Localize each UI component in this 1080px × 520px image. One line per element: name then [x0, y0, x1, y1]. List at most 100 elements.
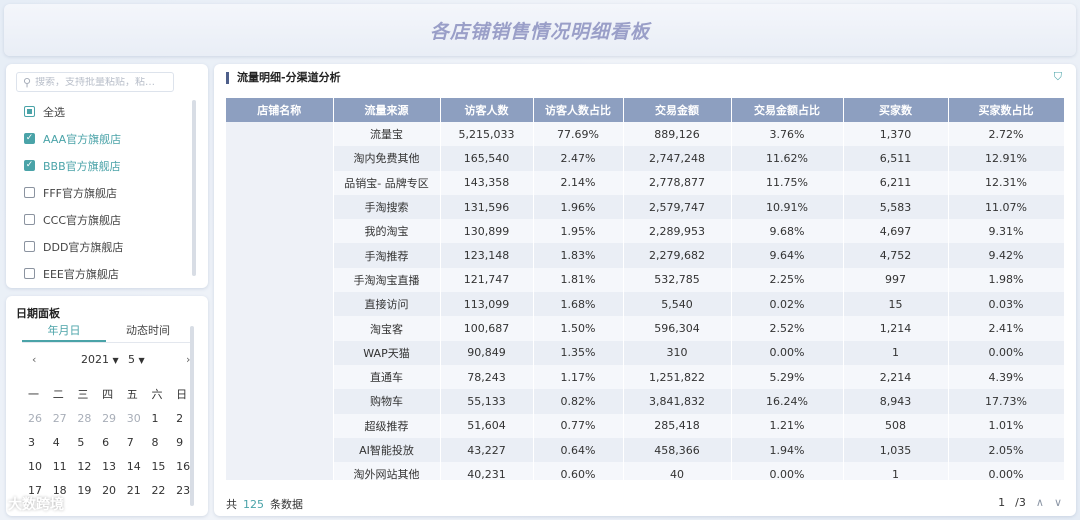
store-option[interactable]: DDD官方旗舰店 — [24, 233, 123, 260]
watermark-logo: 大数跨境 — [8, 497, 64, 513]
column-header[interactable]: 访客人数占比 — [533, 98, 624, 122]
table-row[interactable]: 手淘搜索 131,596 1.96% 2,579,747 10.91% 5,583 11.0… — [226, 194, 1064, 220]
page-up-button[interactable]: ∧ — [1035, 496, 1044, 509]
calendar-day[interactable]: 26 — [28, 411, 42, 425]
store-option[interactable]: EEE官方旗舰店 — [24, 260, 123, 287]
table-cell: 1.98% — [948, 267, 1064, 293]
table-cell: 9.31% — [948, 219, 1064, 244]
calendar-day[interactable]: 28 — [77, 411, 92, 425]
next-month-button[interactable]: › — [186, 353, 191, 366]
calendar-day[interactable]: 22 — [151, 483, 166, 497]
checkbox[interactable]: ✓ — [24, 133, 35, 144]
calendar-day[interactable]: 20 — [102, 483, 117, 497]
table-row[interactable]: 直接访问 113,099 1.68% 5,540 0.02% 15 0.03% — [226, 292, 1064, 317]
calendar-day[interactable]: 17 — [28, 483, 42, 497]
column-header[interactable]: 交易金额 — [623, 98, 732, 122]
calendar-day[interactable]: 12 — [77, 459, 92, 473]
table-row[interactable]: 流量宝 5,215,033 77.69% 889,126 3.76% 1,370 2.72% — [226, 122, 1064, 147]
store-search-input[interactable] — [35, 76, 164, 88]
calendar-day[interactable]: 29 — [102, 411, 117, 425]
table-cell: 1 — [843, 340, 949, 365]
table-row[interactable]: 品销宝- 品牌专区 143,358 2.14% 2,778,877 11.75% 6,21… — [226, 170, 1064, 195]
select-all-option[interactable]: 全选 — [24, 98, 123, 125]
calendar-day[interactable]: 3 — [28, 435, 35, 449]
calendar-grid: 一二三四五六日 26 27 28 29 30 1 2 3 4 5 6 7 8 9 10 11 12 13 14 15 16… — [28, 382, 201, 502]
table-cell: 997 — [843, 267, 949, 293]
page-down-button[interactable]: ∨ — [1053, 496, 1062, 509]
table-cell: 1.68% — [533, 292, 624, 317]
store-option[interactable]: FFF官方旗舰店 — [24, 179, 123, 206]
table-cell: 285,418 — [623, 413, 732, 438]
store-option[interactable]: ✓ BBB官方旗舰店 — [24, 152, 123, 179]
table-cell: 2.05% — [948, 437, 1064, 463]
table-cell: 143,358 — [440, 170, 534, 195]
table-row[interactable]: 手淘淘宝直播 121,747 1.81% 532,785 2.25% 997 1.98% — [226, 267, 1064, 293]
year-select[interactable]: 2021 ▼ — [81, 353, 119, 366]
column-header[interactable]: 买家数占比 — [948, 98, 1064, 122]
calendar-day[interactable]: 8 — [151, 435, 159, 449]
table-row[interactable]: WAP天猫 90,849 1.35% 310 0.00% 1 0.00% — [226, 340, 1064, 365]
column-header[interactable]: 店铺名称 — [226, 98, 334, 122]
current-page[interactable]: 1 — [998, 496, 1006, 509]
weekday-label: 六 — [151, 388, 163, 401]
checkbox[interactable] — [24, 214, 35, 225]
table-row[interactable]: AI智能投放 43,227 0.64% 458,366 1.94% 1,035 2.05% — [226, 437, 1064, 463]
table-cell: 手淘淘宝直播 — [333, 267, 441, 293]
table-cell: 121,747 — [440, 267, 534, 293]
calendar-day[interactable]: 15 — [151, 459, 166, 473]
calendar-day[interactable]: 1 — [151, 411, 159, 425]
calendar-day[interactable]: 16 — [176, 459, 191, 473]
checkbox[interactable] — [24, 268, 35, 279]
column-header[interactable]: 买家数 — [843, 98, 949, 122]
table-row[interactable]: 手淘推荐 123,148 1.83% 2,279,682 9.64% 4,752 9.42% — [226, 243, 1064, 268]
month-select[interactable]: 5 ▼ — [128, 353, 145, 366]
calendar-day[interactable]: 7 — [126, 435, 134, 449]
calendar-day[interactable]: 2 — [176, 411, 184, 425]
checkbox[interactable] — [24, 187, 35, 198]
calendar-day[interactable]: 18 — [52, 483, 67, 497]
calendar-day[interactable]: 23 — [176, 483, 191, 497]
date-panel-scrollbar[interactable] — [190, 326, 194, 506]
column-header[interactable]: 访客人数 — [440, 98, 534, 122]
store-search-box[interactable]: ⚲ — [16, 72, 174, 92]
calendar-day[interactable]: 10 — [28, 459, 42, 473]
calendar-day[interactable]: 4 — [52, 435, 60, 449]
store-option[interactable]: ✓ AAA官方旗舰店 — [24, 125, 123, 152]
column-header[interactable]: 交易金额占比 — [731, 98, 844, 122]
calendar-day[interactable]: 11 — [52, 459, 67, 473]
checkbox[interactable] — [24, 241, 35, 252]
prev-month-button[interactable]: ‹ — [32, 353, 37, 366]
weekday-label: 三 — [77, 388, 89, 401]
calendar-day[interactable]: 30 — [126, 411, 141, 425]
table-row[interactable]: 我的淘宝 130,899 1.95% 2,289,953 9.68% 4,697 9.31% — [226, 219, 1064, 244]
table-cell: 1,251,822 — [623, 364, 732, 390]
calendar-day[interactable]: 27 — [52, 411, 67, 425]
calendar-day[interactable]: 5 — [77, 435, 85, 449]
column-header[interactable]: 流量来源 — [333, 98, 441, 122]
calendar-day[interactable]: 14 — [126, 459, 141, 473]
filter-icon[interactable]: ⛉ — [1053, 70, 1062, 83]
calendar-day[interactable]: 9 — [176, 435, 184, 449]
table-row[interactable]: 超级推荐 51,604 0.77% 285,418 1.21% 508 1.01% — [226, 413, 1064, 438]
table-cell: 2,579,747 — [623, 194, 732, 220]
store-option[interactable]: CCC官方旗舰店 — [24, 206, 123, 233]
checkbox[interactable]: ✓ — [24, 160, 35, 171]
calendar-day[interactable]: 13 — [102, 459, 117, 473]
table-row[interactable]: 购物车 55,133 0.82% 3,841,832 16.24% 8,943 17.73% — [226, 389, 1064, 414]
checkbox[interactable] — [24, 106, 35, 117]
calendar-day[interactable]: 6 — [102, 435, 110, 449]
table-row[interactable]: 淘外网站其他 40,231 0.60% 40 0.00% 1 0.00% — [226, 462, 1064, 480]
calendar-week: 10 11 12 13 14 15 16 — [28, 454, 201, 478]
tab-date[interactable]: 年月日 — [22, 324, 106, 342]
tab-dynamic-time[interactable]: 动态时间 — [126, 324, 170, 337]
store-name-cell — [226, 194, 334, 220]
store-list-scrollbar[interactable] — [192, 100, 196, 276]
table-row[interactable]: 淘内免费其他 165,540 2.47% 2,747,248 11.62% 6,511 12… — [226, 146, 1064, 171]
table-row[interactable]: 淘宝客 100,687 1.50% 596,304 2.52% 1,214 2.41% — [226, 316, 1064, 341]
store-name-cell — [226, 389, 334, 414]
store-list: 全选 ✓ AAA官方旗舰店 ✓ BBB官方旗舰店 FFF官方旗舰店 CCC官方旗舰店 DDD官… — [24, 98, 123, 287]
table-row[interactable]: 直通车 78,243 1.17% 1,251,822 5.29% 2,214 4.39% — [226, 364, 1064, 390]
calendar-day[interactable]: 21 — [126, 483, 141, 497]
calendar-week: 26 27 28 29 30 1 2 — [28, 406, 201, 430]
calendar-day[interactable]: 19 — [77, 483, 92, 497]
